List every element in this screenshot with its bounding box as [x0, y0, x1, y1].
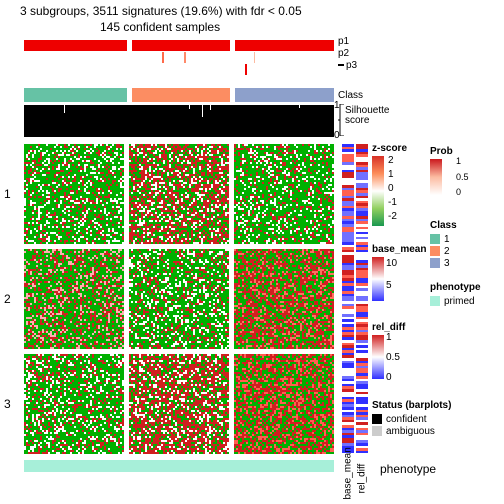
- legend-class: Class 123: [430, 220, 457, 269]
- reldiff-t2: 0: [386, 372, 392, 383]
- reldiff-colorbar: [372, 335, 384, 379]
- label-class: Class: [338, 90, 363, 101]
- row-label-2: 2: [4, 292, 11, 306]
- title-line-2: 145 confident samples: [100, 20, 220, 34]
- zscore-title: z-score: [372, 143, 407, 154]
- legend-prob: Prob 1 0.5 0: [430, 146, 462, 195]
- phenotype-label: phenotype: [380, 462, 436, 476]
- annot-row-p1: [24, 38, 334, 49]
- label-p3: p3: [338, 60, 357, 71]
- basemean-t1: 5: [386, 280, 392, 291]
- silhouette-bar: [24, 105, 334, 137]
- phenotype-strip: [24, 460, 334, 472]
- prob-gradient: [430, 159, 442, 195]
- legend-phenotype: phenotype primed: [430, 282, 481, 307]
- title-line-1: 3 subgroups, 3511 signatures (19.6%) wit…: [20, 4, 302, 18]
- bottom-lbl-bm: base_mean: [343, 447, 354, 499]
- label-silh: Silhouette score: [345, 106, 395, 126]
- side-col-reldiff: [356, 144, 368, 454]
- row-label-1: 1: [4, 187, 11, 201]
- heatmap-figure: 3 subgroups, 3511 signatures (19.6%) wit…: [0, 0, 504, 504]
- label-p1: p1: [338, 36, 349, 47]
- heatmap-grid: [24, 144, 334, 454]
- label-p2: p2: [338, 48, 349, 59]
- basemean-colorbar: [372, 257, 384, 301]
- legend-class-title: Class: [430, 220, 457, 231]
- basemean-title: base_mean: [372, 244, 426, 255]
- annot-row-class: [24, 88, 334, 102]
- legend-phen-title: phenotype: [430, 282, 481, 293]
- zscore-colorbar: [372, 156, 384, 226]
- row-label-3: 3: [4, 397, 11, 411]
- reldiff-t0: 1: [386, 332, 392, 343]
- legend-status: Status (barplots) confidentambiguous: [372, 400, 451, 437]
- legend-status-title: Status (barplots): [372, 400, 451, 411]
- side-col-basemean: [342, 144, 354, 454]
- silh-bracket-icon: [338, 104, 346, 136]
- annot-row-p2: [24, 50, 334, 61]
- bottom-lbl-rd: rel_diff: [357, 464, 368, 494]
- reldiff-t1: 0.5: [386, 352, 400, 363]
- basemean-t0: 10: [386, 258, 397, 269]
- annot-row-p3: [24, 62, 334, 73]
